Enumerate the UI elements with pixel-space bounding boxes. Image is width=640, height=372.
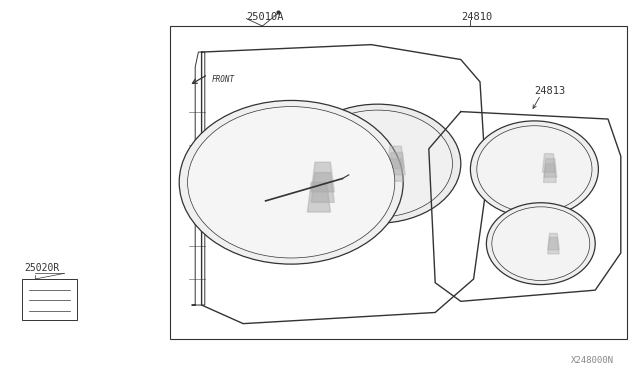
Ellipse shape	[486, 203, 595, 285]
Polygon shape	[548, 238, 559, 254]
Polygon shape	[387, 146, 404, 169]
Ellipse shape	[477, 126, 592, 213]
Polygon shape	[543, 164, 556, 182]
Text: 24813: 24813	[534, 86, 566, 96]
Polygon shape	[543, 154, 556, 172]
Polygon shape	[544, 159, 557, 177]
Polygon shape	[548, 233, 559, 250]
Ellipse shape	[294, 104, 461, 223]
Text: 25020R: 25020R	[24, 263, 60, 273]
Ellipse shape	[492, 207, 590, 280]
Ellipse shape	[303, 110, 452, 217]
Text: FRONT: FRONT	[211, 76, 234, 84]
Ellipse shape	[179, 100, 403, 264]
Ellipse shape	[470, 121, 598, 218]
Text: 24810: 24810	[461, 12, 492, 22]
Bar	[22, 279, 77, 320]
Text: X248000N: X248000N	[572, 356, 614, 365]
Polygon shape	[311, 173, 334, 202]
Bar	[170, 26, 627, 339]
Ellipse shape	[188, 106, 395, 258]
Polygon shape	[387, 159, 404, 181]
Polygon shape	[307, 182, 330, 212]
Polygon shape	[388, 153, 405, 175]
Polygon shape	[311, 162, 334, 192]
Text: 25010A: 25010A	[246, 12, 284, 22]
